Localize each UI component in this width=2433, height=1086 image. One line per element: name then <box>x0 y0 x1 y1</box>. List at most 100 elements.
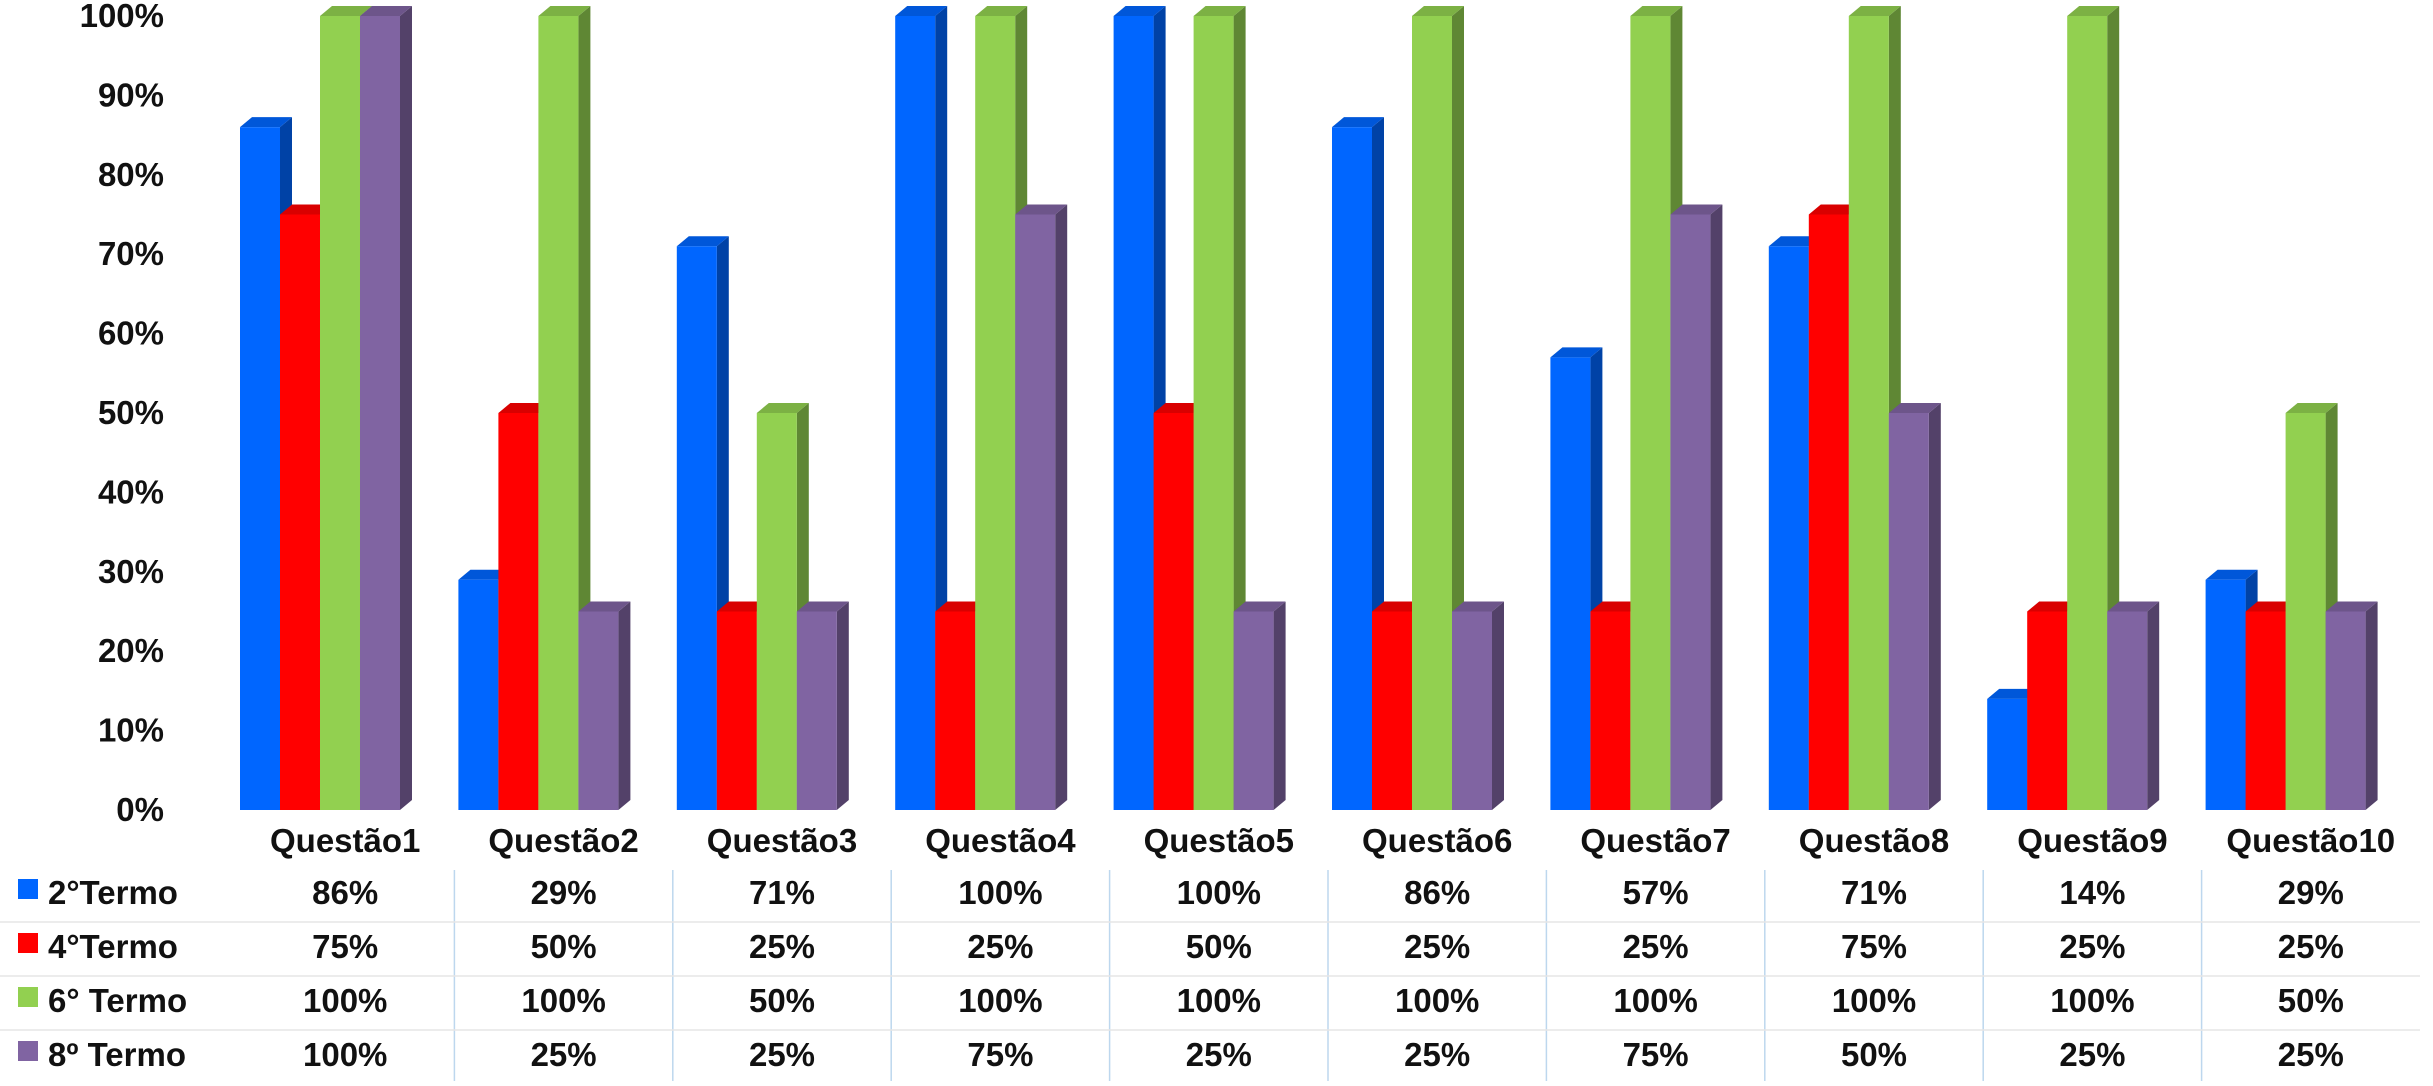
category-label: Questão7 <box>1580 822 1730 859</box>
table-cell-value: 100% <box>2050 982 2134 1019</box>
bar <box>2067 16 2108 810</box>
table-cell-value: 50% <box>1186 928 1252 965</box>
y-tick-label: 0% <box>116 791 164 828</box>
table-cell-value: 86% <box>1404 874 1470 911</box>
bar <box>1332 127 1372 810</box>
table-cell-value: 25% <box>2278 928 2344 965</box>
bar-top <box>538 6 591 16</box>
table-cell-value: 100% <box>1832 982 1916 1019</box>
y-tick-label: 80% <box>98 156 164 193</box>
table-cell-value: 50% <box>2278 982 2344 1019</box>
legend-swatch <box>18 879 38 899</box>
bar-top <box>320 6 372 16</box>
y-tick-label: 20% <box>98 632 164 669</box>
bar <box>360 16 400 810</box>
bar-top <box>2245 601 2298 612</box>
bar-top <box>1590 601 1643 612</box>
table-cell-value: 100% <box>958 874 1042 911</box>
legend-swatch <box>18 933 38 953</box>
bar-top <box>1630 6 1683 16</box>
bar-top <box>1888 403 1941 413</box>
table-cell-value: 25% <box>749 928 815 965</box>
bar <box>1233 611 1274 810</box>
y-tick-label: 100% <box>80 0 164 34</box>
table-cell-value: 25% <box>1623 928 1689 965</box>
category-label: Questão2 <box>488 822 638 859</box>
bar-top <box>2027 601 2080 612</box>
bar <box>935 611 976 810</box>
category-label: Questão5 <box>1144 822 1294 859</box>
bar <box>895 16 936 810</box>
y-tick-label: 60% <box>98 315 164 352</box>
table-cell-value: 50% <box>749 982 815 1019</box>
bar-top <box>895 6 948 16</box>
bar-side <box>2147 601 2160 810</box>
legend-swatch <box>18 1041 38 1061</box>
bar <box>975 16 1016 810</box>
bar <box>1153 413 1194 810</box>
category-label: Questão9 <box>2017 822 2167 859</box>
bar <box>280 214 320 810</box>
bar <box>756 413 797 810</box>
bar-top <box>2285 403 2338 413</box>
bar-top <box>1848 6 1901 16</box>
y-tick-label: 90% <box>98 76 164 113</box>
bar-side <box>1928 403 1941 810</box>
bar-top <box>716 601 769 612</box>
bar-side <box>1273 601 1286 810</box>
bar <box>1987 698 2028 810</box>
series-label: 6° Termo <box>48 982 187 1019</box>
bar-top <box>1550 347 1603 358</box>
table-cell-value: 14% <box>2059 874 2125 911</box>
bar-top <box>1452 601 1504 612</box>
table-cell-value: 25% <box>531 1036 597 1073</box>
y-tick-label: 70% <box>98 235 164 272</box>
table-cell-value: 100% <box>1613 982 1697 1019</box>
bar-top <box>1233 601 1286 612</box>
bar-top <box>498 403 551 413</box>
category-label: Questão4 <box>925 822 1076 859</box>
table-cell-value: 25% <box>749 1036 815 1073</box>
table-cell-value: 75% <box>1841 928 1907 965</box>
bar-top <box>676 236 729 247</box>
table-cell-value: 25% <box>2059 928 2125 965</box>
bar <box>1808 214 1849 810</box>
bar <box>1888 413 1929 810</box>
bar <box>498 413 539 810</box>
bar-top <box>1193 6 1246 16</box>
bar <box>796 611 837 810</box>
bar-side <box>400 6 412 810</box>
bar-side <box>836 601 849 810</box>
bar <box>1193 16 1234 810</box>
table-cell-value: 71% <box>749 874 815 911</box>
category-label: Questão8 <box>1799 822 1949 859</box>
category-label: Questão6 <box>1362 822 1512 859</box>
bar <box>2107 611 2148 810</box>
bar-top <box>1412 6 1464 16</box>
series-label: 2°Termo <box>48 874 178 911</box>
table-cell-value: 100% <box>521 982 605 1019</box>
table-cell-value: 25% <box>2278 1036 2344 1073</box>
category-label: Questão3 <box>707 822 857 859</box>
bar-top <box>578 601 631 612</box>
category-label: Questão1 <box>270 822 420 859</box>
bar <box>458 579 499 810</box>
bar-top <box>1113 6 1166 16</box>
table-cell-value: 25% <box>1404 1036 1470 1073</box>
table-cell-value: 25% <box>1186 1036 1252 1073</box>
bar <box>240 127 280 810</box>
bar <box>320 16 360 810</box>
bar <box>2205 579 2246 810</box>
table-cell-value: 75% <box>1623 1036 1689 1073</box>
bar <box>1768 246 1809 810</box>
bar-top <box>2067 6 2120 16</box>
bar-top <box>796 601 849 612</box>
table-cell-value: 71% <box>1841 874 1907 911</box>
bar <box>1848 16 1889 810</box>
bar-top <box>1332 117 1384 128</box>
bar-side <box>1710 204 1723 810</box>
bar-top <box>240 117 292 128</box>
table-cell-value: 75% <box>312 928 378 965</box>
y-tick-label: 50% <box>98 394 164 431</box>
bar <box>1670 214 1711 810</box>
